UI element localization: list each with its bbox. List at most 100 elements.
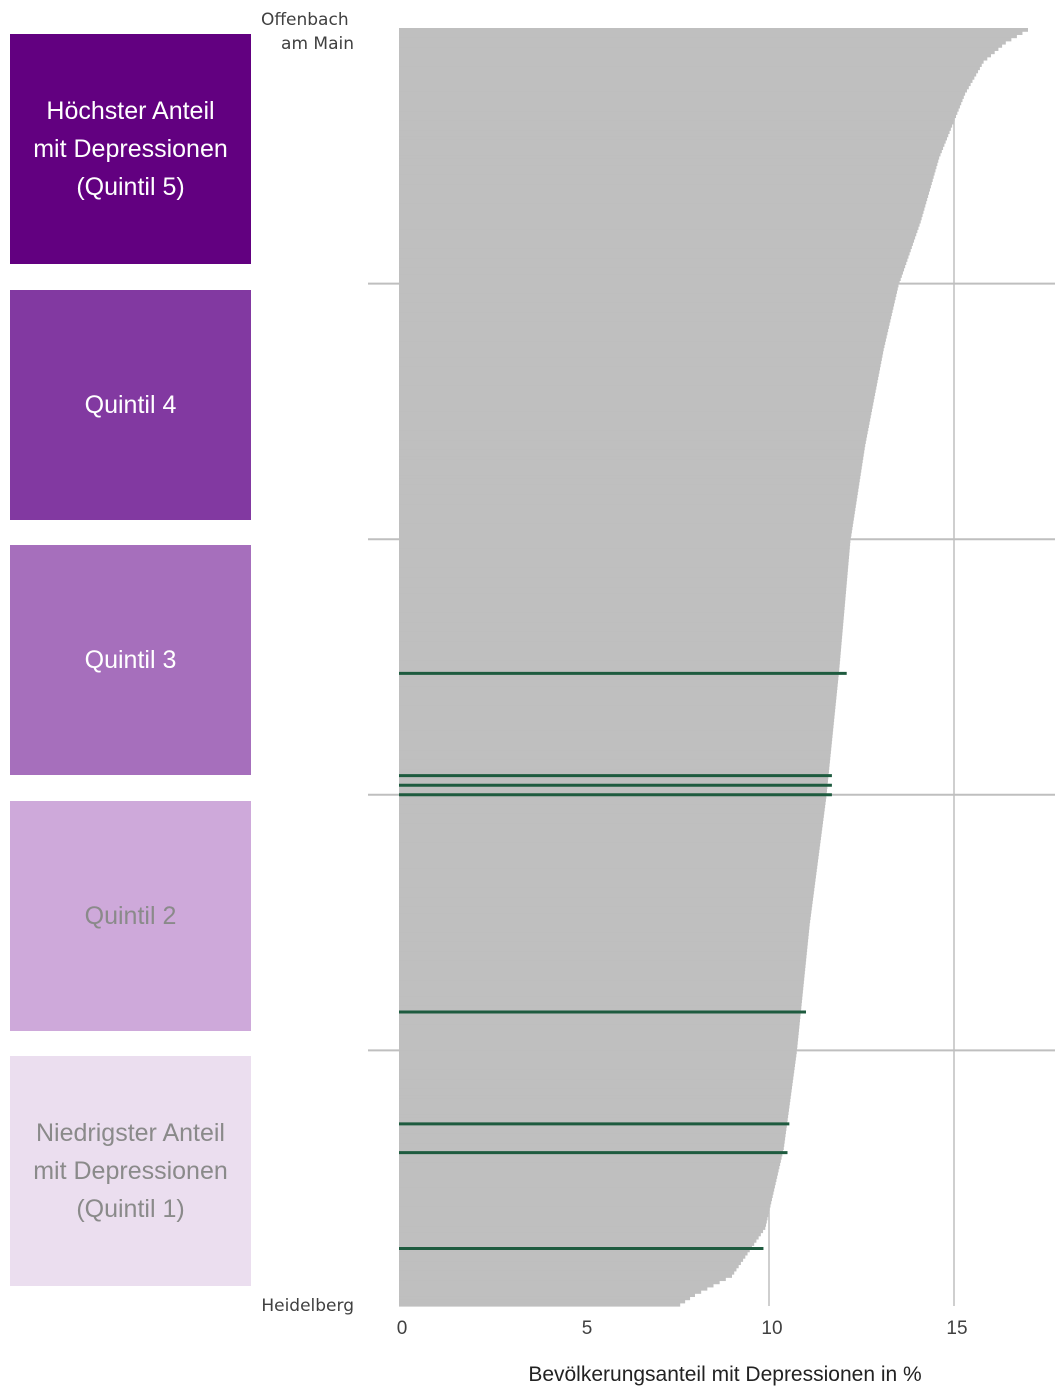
region-bar [399,1206,770,1211]
region-bar [399,785,828,790]
region-bar [399,395,875,400]
region-bar [399,829,822,834]
region-bar [399,494,858,499]
region-bar [399,98,963,103]
region-bar [399,813,824,818]
region-bar [399,893,814,898]
region-bar [399,168,936,173]
region-bar [399,1040,798,1045]
region-bar [399,1146,784,1151]
region-bar [399,762,830,767]
region-bar [399,1136,786,1141]
region-bar [399,497,857,502]
region-bar [399,1181,776,1186]
region-bar [399,293,897,297]
region-bar [399,286,898,291]
region-bar [399,526,853,531]
region-bar [399,484,859,489]
region-bar [399,222,920,227]
region-bar [399,274,902,278]
region-bar [399,909,812,914]
quintile-3-label: Quintil 3 [84,646,177,674]
region-bar [399,1264,739,1269]
region-bar [399,101,962,106]
region-bar [399,631,843,636]
quintile-2-legend-box: Quintil 2 [10,801,251,1031]
region-bar [399,1101,790,1106]
bottom-region-label: Heidelberg [261,1296,354,1316]
region-bar [399,1028,800,1032]
region-bar [399,520,854,524]
region-bar [399,507,856,512]
region-bar [399,711,835,716]
region-bar [399,430,868,435]
region-bar [399,769,829,774]
region-bar [399,1226,766,1230]
region-bar [399,689,838,694]
region-bar [399,468,862,473]
region-bar [399,865,818,869]
region-bar [399,954,807,959]
region-bar [399,1296,691,1301]
region-bar [399,797,826,802]
region-bar [399,475,861,480]
region-bar [399,1015,801,1020]
quintile-2-label: Quintil 2 [84,902,177,930]
region-bar [399,647,841,652]
region-bar [399,839,821,844]
top-region-label-line-2: am Main [281,34,354,54]
region-bar [399,698,837,703]
region-bar [399,1232,761,1237]
region-bar [399,347,884,352]
region-bar [399,31,1023,35]
region-bar [399,1290,702,1294]
region-bar [399,849,820,853]
region-bar [399,561,849,566]
region-bar [399,443,866,448]
region-bar [399,452,864,457]
region-bar [399,72,977,77]
region-bar [399,312,892,317]
region-bar [399,350,884,355]
region-bar [399,305,894,310]
region-bar [399,529,852,534]
region-bar [399,593,846,598]
region-bar [399,804,826,809]
region-bar [399,427,869,432]
region-bar [399,127,951,131]
region-bar [399,836,821,841]
region-bar [399,155,940,160]
region-bar [399,564,849,569]
region-bar [399,1286,708,1291]
region-bar [399,353,883,358]
region-bar [399,401,874,406]
region-bar [399,1002,802,1007]
region-bar [399,916,811,921]
region-bar [399,1229,764,1234]
region-bar [399,941,808,946]
region-bar [399,34,1017,39]
region-bar [399,727,834,732]
region-bar [399,47,999,51]
region-bar [399,389,876,393]
region-bar [399,612,845,617]
region-bar [399,143,945,147]
region-bar [399,37,1012,42]
region-bar [399,740,832,745]
region-bar [399,1114,789,1119]
region-bar [399,1254,746,1259]
region-bar [399,925,810,930]
region-bar [399,79,973,83]
region-bar [399,855,819,860]
region-bar [399,609,845,614]
region-bar [399,414,871,419]
region-bar [399,596,846,601]
region-bar [399,405,873,409]
region-bar [399,235,916,240]
region-bar [399,887,815,892]
region-bar [399,420,870,425]
region-bar [399,542,851,547]
region-bar [399,165,937,170]
region-bar [399,1178,777,1182]
region-bar [399,884,815,889]
